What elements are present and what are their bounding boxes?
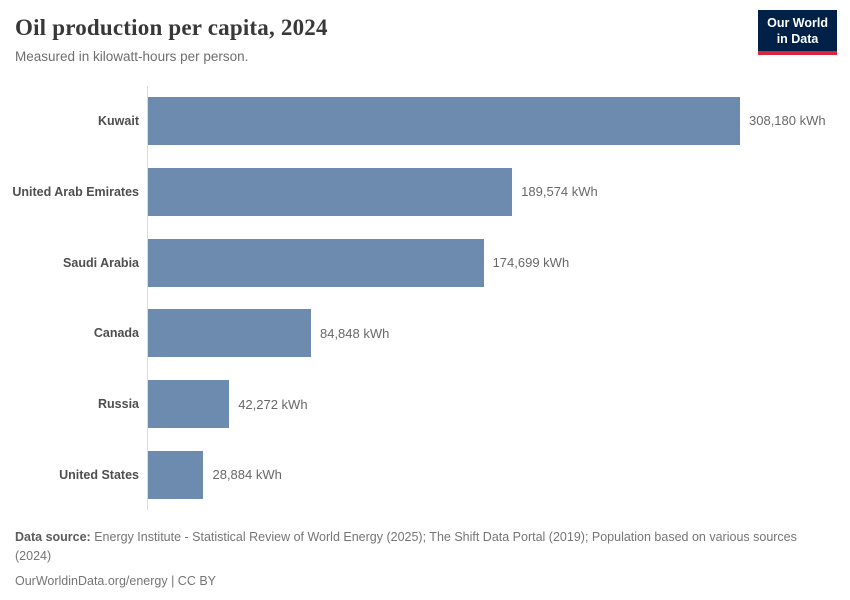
chart-footer: Data source: Energy Institute - Statisti…	[15, 528, 835, 589]
category-label: Kuwait	[98, 113, 139, 128]
bar-row: Saudi Arabia 174,699 kWh	[0, 227, 835, 298]
bar-row: United States 28,884 kWh	[0, 439, 835, 511]
category-label: United Arab Emirates	[12, 184, 139, 199]
bar[interactable]	[148, 238, 484, 287]
bar-chart: Kuwait 308,180 kWh United Arab Emirates …	[0, 85, 835, 511]
bar[interactable]	[148, 380, 230, 429]
category-label: United States	[59, 467, 139, 482]
attribution-link[interactable]: OurWorldinData.org/energy | CC BY	[15, 573, 217, 588]
bar-zone: 189,574 kWh	[147, 156, 835, 228]
page-title: Oil production per capita, 2024	[15, 15, 328, 40]
page-subtitle: Measured in kilowatt-hours per person.	[15, 48, 249, 64]
bar-zone: 84,848 kWh	[147, 297, 835, 369]
data-source-label: Data source:	[15, 530, 91, 545]
chart-header: Oil production per capita, 2024 Measured…	[0, 0, 850, 64]
value-label: 42,272 kWh	[238, 396, 308, 412]
bar-zone: 42,272 kWh	[147, 368, 835, 440]
bar[interactable]	[148, 96, 740, 145]
bar-zone: 28,884 kWh	[147, 439, 835, 511]
bar-zone: 308,180 kWh	[147, 85, 835, 157]
bar-row: Kuwait 308,180 kWh	[0, 85, 835, 157]
bar-row: Russia 42,272 kWh	[0, 368, 835, 440]
value-label: 174,699 kWh	[492, 255, 570, 271]
bar[interactable]	[148, 309, 311, 358]
value-label: 189,574 kWh	[521, 184, 598, 200]
category-label: Russia	[98, 397, 139, 412]
category-label: Saudi Arabia	[63, 255, 139, 270]
data-source-text: Energy Institute - Statistical Review of…	[15, 530, 797, 563]
value-label: 28,884 kWh	[212, 467, 282, 483]
bar[interactable]	[148, 450, 204, 499]
bar[interactable]	[148, 167, 513, 216]
data-source-line: Data source: Energy Institute - Statisti…	[15, 528, 835, 564]
value-label: 84,848 kWh	[319, 325, 390, 341]
owid-logo-line1: Our World	[767, 16, 828, 30]
bar-row: Canada 84,848 kWh	[0, 297, 835, 369]
owid-logo[interactable]: Our World in Data	[758, 10, 837, 55]
value-label: 308,180 kWh	[749, 113, 826, 129]
bar-row: United Arab Emirates 189,574 kWh	[0, 156, 835, 228]
category-label: Canada	[93, 326, 139, 341]
owid-logo-line2: in Data	[776, 32, 819, 47]
bar-zone: 174,699 kWh	[147, 227, 835, 298]
